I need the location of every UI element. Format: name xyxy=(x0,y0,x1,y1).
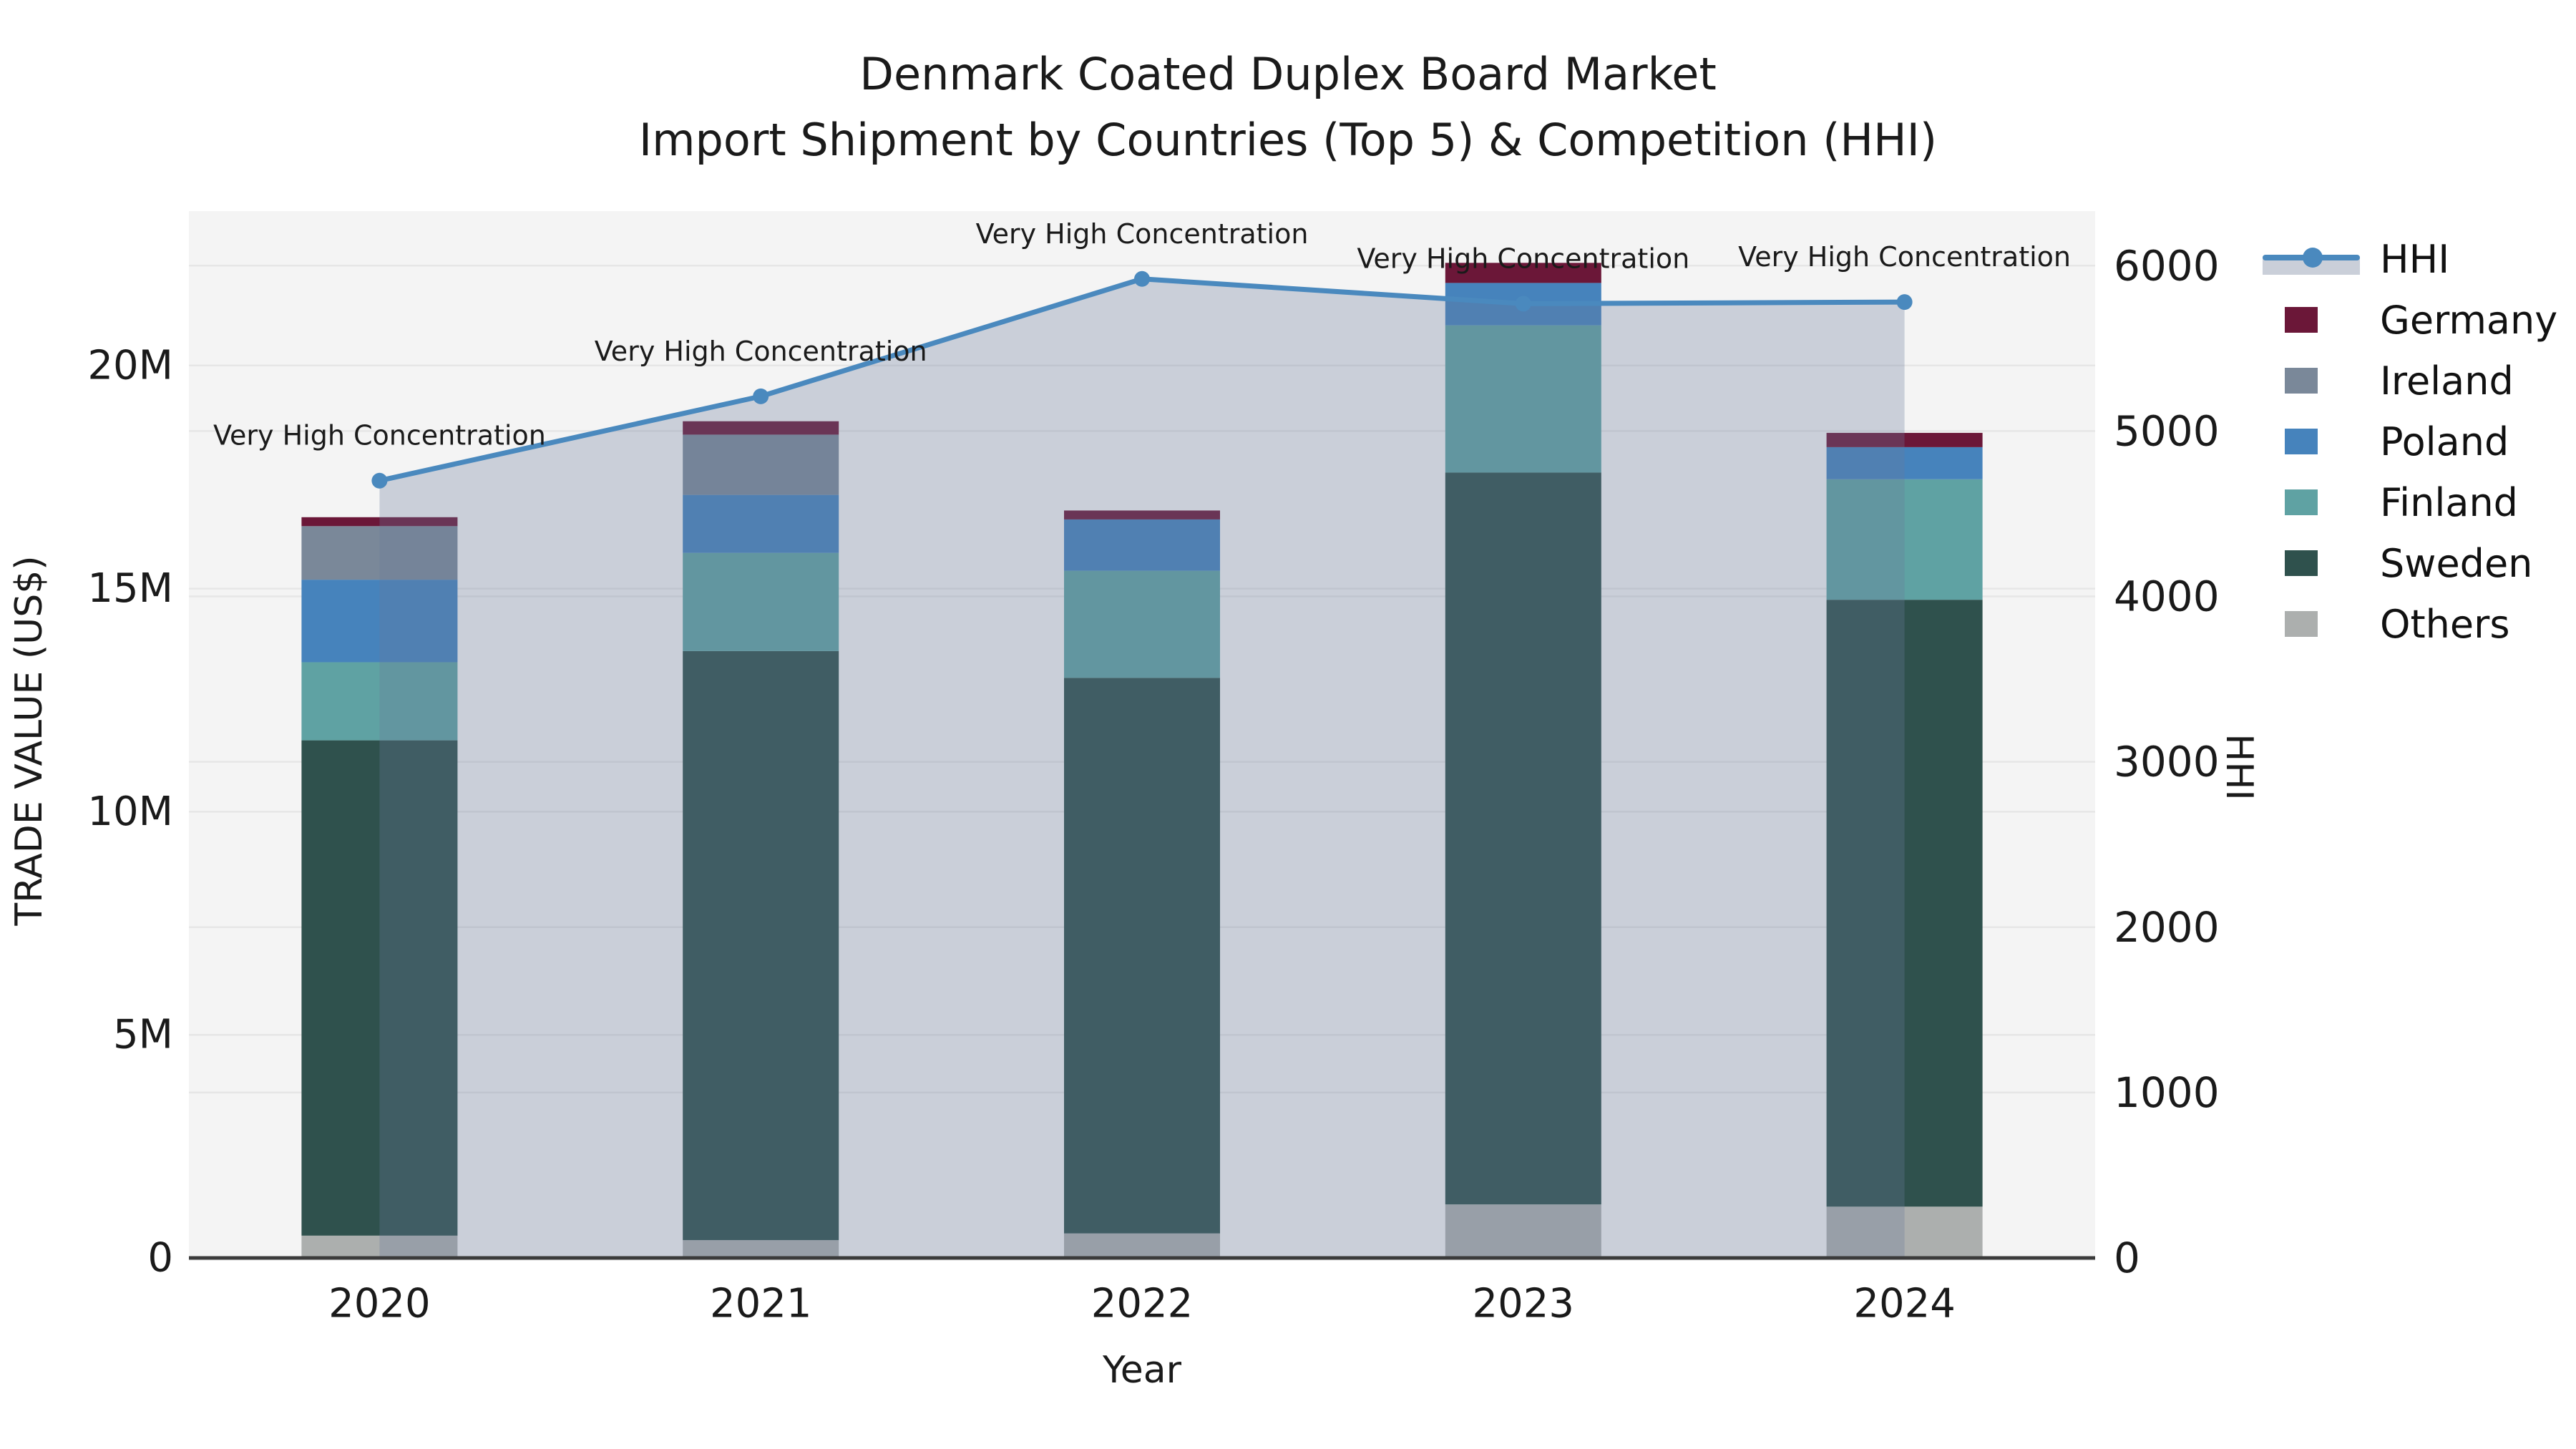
color-swatch-icon xyxy=(2285,368,2318,394)
legend-item-ireland[interactable]: Ireland xyxy=(2261,351,2557,411)
hhi-marker-2024 xyxy=(1896,294,1913,311)
x-tick-2023: 2023 xyxy=(1473,1281,1575,1327)
bar-segment-germany-2021 xyxy=(683,421,839,435)
legend-item-sweden[interactable]: Sweden xyxy=(2261,533,2557,594)
legend-label-finland: Finland xyxy=(2380,480,2518,525)
legend-label-sweden: Sweden xyxy=(2380,541,2533,586)
legend-label-ireland: Ireland xyxy=(2380,358,2514,404)
left-axis-title: TRADE VALUE (US$) xyxy=(8,555,51,926)
bar-segment-poland-2021 xyxy=(683,494,839,553)
bar-segment-poland-2022 xyxy=(1064,519,1220,571)
bar-segment-germany-2024 xyxy=(1826,432,1983,447)
legend-swatch-finland xyxy=(2261,472,2361,533)
bar-segment-sweden-2023 xyxy=(1445,472,1601,1205)
color-swatch-icon xyxy=(2285,489,2318,515)
legend-swatch-others xyxy=(2261,594,2361,655)
bar-segment-others-2024 xyxy=(1826,1206,1983,1258)
bar-segment-others-2021 xyxy=(683,1240,839,1258)
chart-title-line1: Denmark Coated Duplex Board Market xyxy=(859,48,1717,100)
legend-item-hhi[interactable]: HHI xyxy=(2261,229,2557,290)
right-axis-title: HHI xyxy=(2218,733,2260,801)
bar-segment-sweden-2020 xyxy=(301,740,458,1236)
legend-item-germany[interactable]: Germany xyxy=(2261,290,2557,351)
annotation-2023: Very High Concentration xyxy=(1357,243,1689,274)
hhi-marker-icon xyxy=(2303,248,2323,268)
bar-segment-sweden-2022 xyxy=(1064,678,1220,1234)
hhi-line-symbol-icon xyxy=(2261,229,2361,290)
hhi-marker-2020 xyxy=(371,472,388,489)
legend-item-others[interactable]: Others xyxy=(2261,594,2557,655)
x-axis-title: Year xyxy=(1102,1349,1182,1392)
bar-segment-finland-2024 xyxy=(1826,479,1983,600)
chart-title: Denmark Coated Duplex Board Market Impor… xyxy=(0,42,2576,173)
legend-item-finland[interactable]: Finland xyxy=(2261,472,2557,533)
annotation-2021: Very High Concentration xyxy=(595,336,927,367)
bar-segment-ireland-2021 xyxy=(683,434,839,495)
left-tick-5M: 5M xyxy=(113,1012,173,1058)
bar-segment-others-2023 xyxy=(1445,1204,1601,1258)
bar-segment-finland-2020 xyxy=(301,662,458,741)
legend-label-germany: Germany xyxy=(2380,298,2558,343)
legend-label-others: Others xyxy=(2380,602,2510,647)
right-tick-6000: 6000 xyxy=(2114,241,2220,290)
left-tick-20M: 20M xyxy=(87,342,173,389)
legend-swatch-poland xyxy=(2261,411,2361,472)
right-tick-0: 0 xyxy=(2114,1234,2140,1282)
legend-label-poland: Poland xyxy=(2380,419,2509,464)
legend-swatch-germany xyxy=(2261,290,2361,351)
legend: HHI Germany Ireland Poland Finland Sweden Othe… xyxy=(2261,229,2557,655)
annotation-2022: Very High Concentration xyxy=(976,218,1309,250)
hhi-area xyxy=(379,278,1905,1258)
color-swatch-icon xyxy=(2285,429,2318,454)
x-tick-2021: 2021 xyxy=(710,1281,812,1327)
hhi-marker-2023 xyxy=(1515,296,1531,312)
bar-segment-germany-2023 xyxy=(1445,263,1601,283)
bar-segment-sweden-2021 xyxy=(683,650,839,1241)
x-tick-2020: 2020 xyxy=(328,1281,431,1327)
right-tick-1000: 1000 xyxy=(2114,1068,2220,1117)
left-tick-15M: 15M xyxy=(87,565,173,612)
bar-segment-sweden-2024 xyxy=(1826,600,1983,1207)
x-tick-2022: 2022 xyxy=(1091,1281,1194,1327)
bar-segment-ireland-2020 xyxy=(301,526,458,580)
annotation-2020: Very High Concentration xyxy=(213,420,546,452)
color-swatch-icon xyxy=(2285,307,2318,333)
hhi-marker-2022 xyxy=(1134,270,1150,287)
bar-segment-finland-2022 xyxy=(1064,570,1220,678)
x-tick-2024: 2024 xyxy=(1853,1281,1956,1327)
right-tick-4000: 4000 xyxy=(2114,572,2220,621)
right-tick-2000: 2000 xyxy=(2114,903,2220,952)
legend-swatch-sweden xyxy=(2261,533,2361,594)
annotation-2024: Very High Concentration xyxy=(1738,241,2071,273)
color-swatch-icon xyxy=(2285,550,2318,576)
right-tick-3000: 3000 xyxy=(2114,738,2220,786)
bar-segment-finland-2023 xyxy=(1445,325,1601,473)
left-tick-0: 0 xyxy=(147,1235,173,1282)
bar-segment-germany-2020 xyxy=(301,517,458,527)
bar-segment-poland-2024 xyxy=(1826,447,1983,479)
color-swatch-icon xyxy=(2285,611,2318,637)
legend-label-hhi: HHI xyxy=(2380,237,2450,282)
bar-segment-others-2020 xyxy=(301,1235,458,1258)
bar-segment-others-2022 xyxy=(1064,1233,1220,1258)
chart-title-line2: Import Shipment by Countries (Top 5) & C… xyxy=(638,114,1938,166)
hhi-marker-2021 xyxy=(753,388,769,404)
left-tick-10M: 10M xyxy=(87,789,173,835)
legend-item-poland[interactable]: Poland xyxy=(2261,411,2557,472)
right-tick-5000: 5000 xyxy=(2114,406,2220,455)
bar-segment-poland-2020 xyxy=(301,580,458,663)
legend-swatch-ireland xyxy=(2261,351,2361,411)
bar-segment-germany-2022 xyxy=(1064,510,1220,519)
bar-segment-finland-2021 xyxy=(683,552,839,651)
